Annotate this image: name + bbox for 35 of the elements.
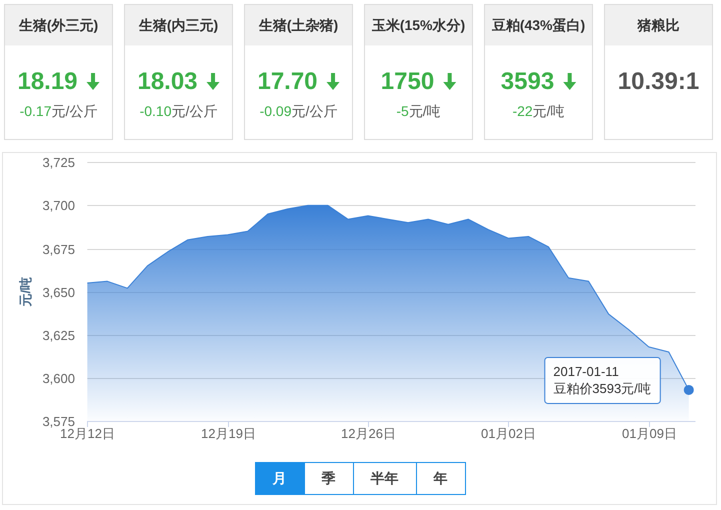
y-tick-label: 3,600 [42,371,75,386]
text: 月 [272,470,286,486]
text: -0.09元/公斤 [260,103,338,119]
x-tick-label: 01月09日 [622,426,677,441]
y-tick-label: 3,625 [42,328,75,343]
text: -0.10元/公斤 [140,103,218,119]
text: -22元/吨 [512,103,565,119]
text: 玉米(15%水分) [370,17,466,33]
y-tick-label: 3,675 [42,242,75,257]
x-tick-label: 12月12日 [60,426,115,441]
text: -0.17元/公斤 [20,103,98,119]
x-tick-label: 12月19日 [201,426,256,441]
y-axis-title: 元/吨 [18,276,33,308]
text: 10.39:1 [618,68,700,95]
y-tick-label: 3,575 [42,414,75,429]
text: 生猪(外三元) [18,17,98,33]
text: 生猪(土杂猪) [258,17,338,33]
text: 17.70 [257,68,318,95]
x-tick-label: 12月26日 [341,426,396,441]
text: 18.19 [17,68,78,95]
y-tick-label: 3,700 [42,198,75,213]
text: 豆粕(43%蛋白) [490,17,586,33]
text: 3593 [500,68,554,95]
text: 年 [432,470,448,486]
text: 季 [320,470,336,486]
text: 猪粮比 [636,17,680,33]
y-tick-label: 3,650 [42,285,75,300]
text: 生猪(内三元) [138,17,218,33]
text: -5元/吨 [396,103,441,119]
text: 1750 [380,68,434,95]
text: 半年 [370,470,398,486]
y-tick-label: 3,725 [42,155,75,170]
text: 18.03 [137,68,198,95]
annotation: 2017-01-11 豆粕价3593元/吨 [553,364,651,396]
x-tick-label: 01月02日 [481,426,536,441]
